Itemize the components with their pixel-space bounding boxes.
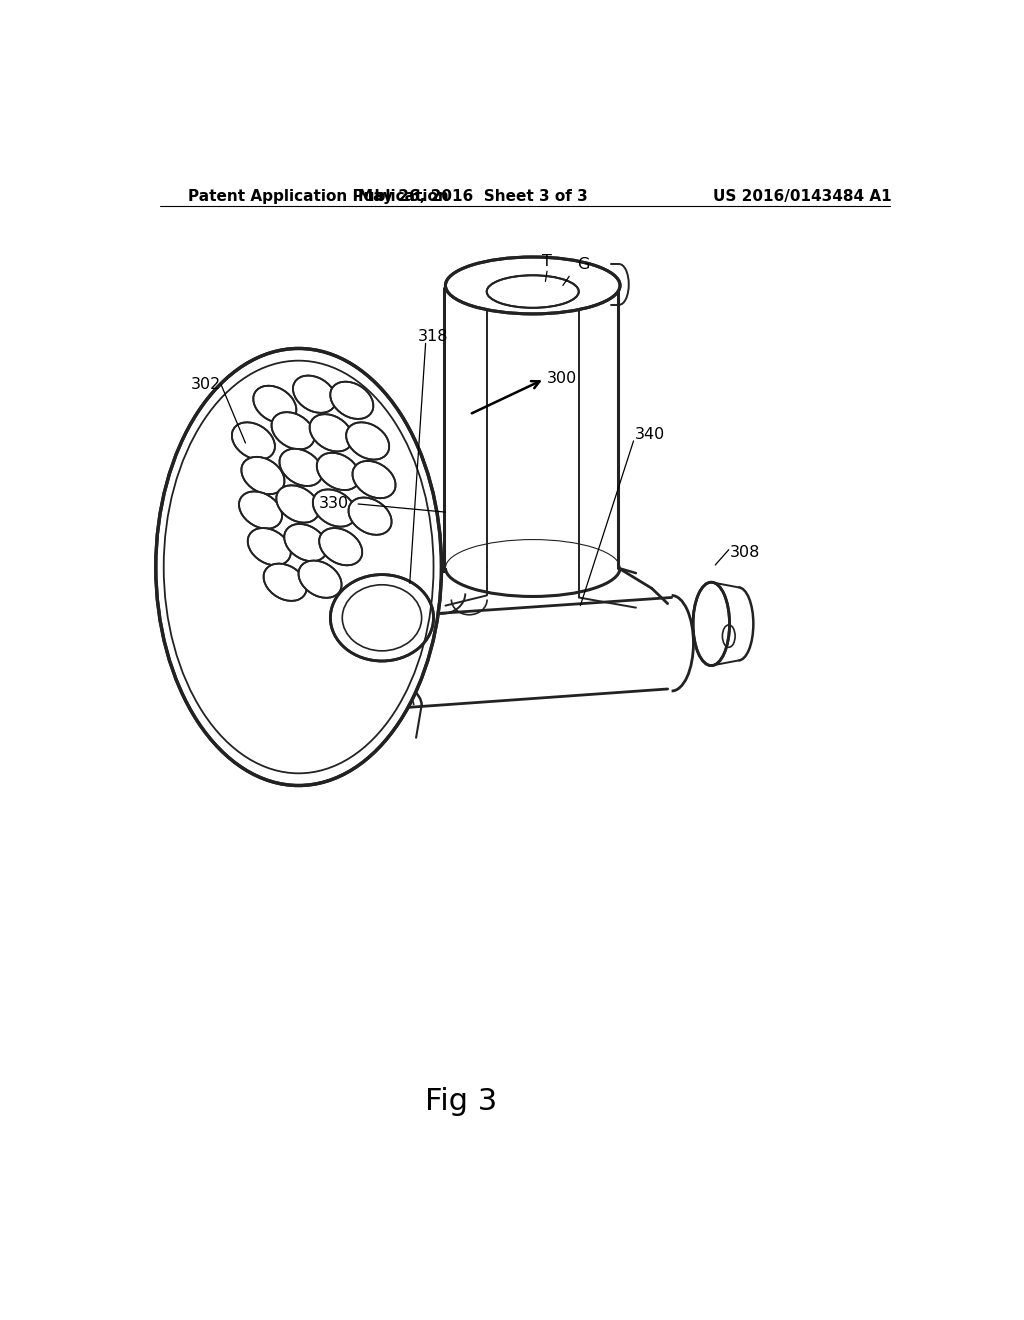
- Ellipse shape: [486, 276, 579, 308]
- Ellipse shape: [309, 414, 352, 451]
- Ellipse shape: [346, 422, 389, 459]
- Ellipse shape: [231, 422, 274, 459]
- Ellipse shape: [285, 524, 328, 561]
- Ellipse shape: [253, 385, 296, 422]
- Ellipse shape: [293, 376, 336, 413]
- Text: 340: 340: [634, 428, 665, 442]
- Ellipse shape: [352, 461, 395, 498]
- Ellipse shape: [348, 498, 391, 535]
- Ellipse shape: [445, 257, 621, 314]
- Text: May 26, 2016  Sheet 3 of 3: May 26, 2016 Sheet 3 of 3: [358, 189, 588, 203]
- Text: T: T: [542, 255, 552, 269]
- Ellipse shape: [239, 491, 282, 529]
- Text: US 2016/0143484 A1: US 2016/0143484 A1: [714, 189, 892, 203]
- Ellipse shape: [331, 574, 433, 661]
- Ellipse shape: [299, 561, 342, 598]
- Text: Fig 3: Fig 3: [425, 1088, 498, 1117]
- Text: 330: 330: [318, 496, 348, 511]
- Text: 300: 300: [547, 371, 578, 387]
- Ellipse shape: [331, 381, 374, 418]
- Ellipse shape: [280, 449, 323, 486]
- Ellipse shape: [319, 528, 362, 565]
- Text: G: G: [578, 257, 590, 272]
- Ellipse shape: [316, 453, 359, 490]
- Ellipse shape: [271, 412, 314, 449]
- Ellipse shape: [242, 457, 285, 494]
- Ellipse shape: [156, 348, 441, 785]
- Text: 318: 318: [418, 329, 449, 343]
- Ellipse shape: [276, 486, 319, 523]
- Text: 308: 308: [729, 545, 760, 560]
- Ellipse shape: [693, 582, 729, 665]
- Text: 302: 302: [190, 376, 221, 392]
- Text: Patent Application Publication: Patent Application Publication: [187, 189, 449, 203]
- Ellipse shape: [248, 528, 291, 565]
- Ellipse shape: [312, 490, 356, 527]
- Ellipse shape: [263, 564, 306, 601]
